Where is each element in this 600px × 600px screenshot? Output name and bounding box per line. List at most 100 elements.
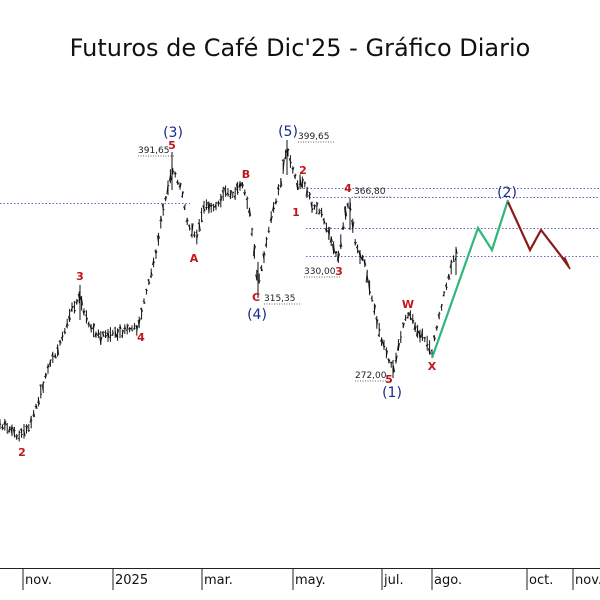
ohlc-close-tick bbox=[270, 216, 273, 221]
ohlc-open-tick bbox=[336, 251, 339, 262]
ohlc-close-tick bbox=[412, 319, 415, 324]
wave-label: 2 bbox=[299, 164, 307, 177]
ohlc-close-tick bbox=[338, 253, 340, 259]
ohlc-open-tick bbox=[120, 334, 123, 337]
ohlc-close-tick bbox=[407, 312, 410, 317]
ohlc-open-tick bbox=[377, 333, 380, 337]
ohlc-open-tick bbox=[332, 243, 334, 254]
ohlc-close-tick bbox=[81, 298, 84, 306]
ohlc-close-tick bbox=[455, 247, 458, 255]
wave-label: B bbox=[242, 168, 250, 181]
ohlc-open-tick bbox=[411, 318, 414, 322]
ohlc-open-tick bbox=[15, 435, 18, 440]
wave-label: A bbox=[190, 252, 199, 265]
ohlc-open-tick bbox=[380, 338, 382, 342]
ohlc-open-tick bbox=[0, 426, 3, 429]
ohlc-close-tick bbox=[141, 308, 144, 312]
ohlc-open-tick bbox=[219, 199, 222, 201]
ohlc-open-tick bbox=[327, 229, 330, 234]
ohlc-close-tick bbox=[35, 404, 38, 409]
ohlc-close-tick bbox=[114, 330, 117, 338]
ohlc-open-tick bbox=[209, 204, 212, 207]
ohlc-close-tick bbox=[246, 197, 249, 199]
ohlc-open-tick bbox=[346, 203, 349, 208]
ohlc-open-tick bbox=[53, 355, 56, 358]
ohlc-close-tick bbox=[249, 209, 252, 217]
ohlc-open-tick bbox=[310, 202, 313, 209]
ohlc-close-tick bbox=[98, 331, 100, 335]
ohlc-close-tick bbox=[59, 339, 62, 344]
ohlc-open-tick bbox=[27, 430, 30, 432]
ohlc-close-tick bbox=[182, 191, 184, 196]
ohlc-close-tick bbox=[386, 350, 388, 357]
ohlc-close-tick bbox=[155, 251, 158, 254]
ohlc-open-tick bbox=[238, 181, 241, 188]
ohlc-close-tick bbox=[239, 182, 242, 189]
ohlc-close-tick bbox=[275, 200, 278, 204]
ohlc-open-tick bbox=[401, 322, 404, 324]
ohlc-close-tick bbox=[165, 196, 168, 201]
ohlc-close-tick bbox=[278, 188, 280, 190]
ohlc-open-tick bbox=[149, 274, 152, 278]
ohlc-close-tick bbox=[393, 366, 396, 373]
ohlc-close-tick bbox=[227, 193, 230, 197]
ohlc-close-tick bbox=[69, 316, 72, 320]
ohlc-close-tick bbox=[33, 411, 36, 418]
ohlc-close-tick bbox=[196, 233, 199, 240]
ohlc-close-tick bbox=[206, 206, 208, 209]
ohlc-close-tick bbox=[232, 191, 235, 194]
ohlc-close-tick bbox=[342, 226, 345, 230]
ohlc-open-tick bbox=[195, 231, 198, 234]
ohlc-open-tick bbox=[77, 293, 80, 298]
ohlc-close-tick bbox=[74, 309, 76, 313]
wave-label: X bbox=[428, 360, 437, 373]
ohlc-open-tick bbox=[221, 190, 224, 194]
ohlc-close-tick bbox=[376, 319, 379, 327]
ohlc-close-tick bbox=[304, 182, 307, 184]
ohlc-open-tick bbox=[284, 156, 286, 159]
ohlc-open-tick bbox=[320, 209, 322, 213]
ohlc-open-tick bbox=[96, 333, 99, 336]
ohlc-close-tick bbox=[11, 426, 14, 430]
ohlc-open-tick bbox=[192, 234, 195, 237]
ohlc-open-tick bbox=[72, 306, 75, 308]
ohlc-open-tick bbox=[34, 405, 37, 408]
price-label: 272,00 bbox=[355, 371, 387, 381]
ohlc-open-tick bbox=[313, 204, 315, 207]
degree-label: (3) bbox=[163, 125, 183, 141]
ohlc-open-tick bbox=[94, 331, 97, 338]
ohlc-open-tick bbox=[10, 426, 13, 437]
ohlc-open-tick bbox=[168, 174, 171, 182]
ohlc-open-tick bbox=[394, 360, 397, 362]
ohlc-open-tick bbox=[65, 322, 68, 328]
ohlc-close-tick bbox=[83, 310, 86, 313]
wave-label: 4 bbox=[137, 331, 145, 344]
degree-label: (5) bbox=[278, 124, 298, 140]
ohlc-close-tick bbox=[395, 355, 398, 364]
ohlc-close-tick bbox=[359, 252, 362, 259]
ohlc-open-tick bbox=[324, 228, 327, 232]
ohlc-open-tick bbox=[262, 253, 265, 261]
ohlc-open-tick bbox=[365, 271, 368, 283]
ohlc-open-tick bbox=[156, 235, 159, 243]
ohlc-open-tick bbox=[432, 335, 435, 340]
ohlc-open-tick bbox=[315, 212, 318, 214]
ohlc-open-tick bbox=[437, 314, 440, 319]
ohlc-open-tick bbox=[128, 327, 130, 330]
ohlc-open-tick bbox=[356, 244, 358, 249]
ohlc-open-tick bbox=[132, 328, 135, 330]
ohlc-close-tick bbox=[441, 303, 444, 306]
ohlc-close-tick bbox=[374, 304, 376, 312]
ohlc-close-tick bbox=[390, 361, 393, 364]
ohlc-open-tick bbox=[435, 326, 438, 330]
wave-label: 3 bbox=[335, 265, 343, 278]
ohlc-close-tick bbox=[4, 420, 7, 427]
ohlc-open-tick bbox=[226, 192, 229, 195]
ohlc-close-tick bbox=[450, 260, 453, 263]
ohlc-open-tick bbox=[452, 256, 454, 258]
ohlc-open-tick bbox=[358, 250, 361, 257]
ohlc-close-tick bbox=[426, 343, 429, 346]
projection-arrowhead bbox=[560, 257, 571, 270]
ohlc-close-tick bbox=[218, 200, 220, 205]
projection-up-line bbox=[430, 199, 510, 359]
